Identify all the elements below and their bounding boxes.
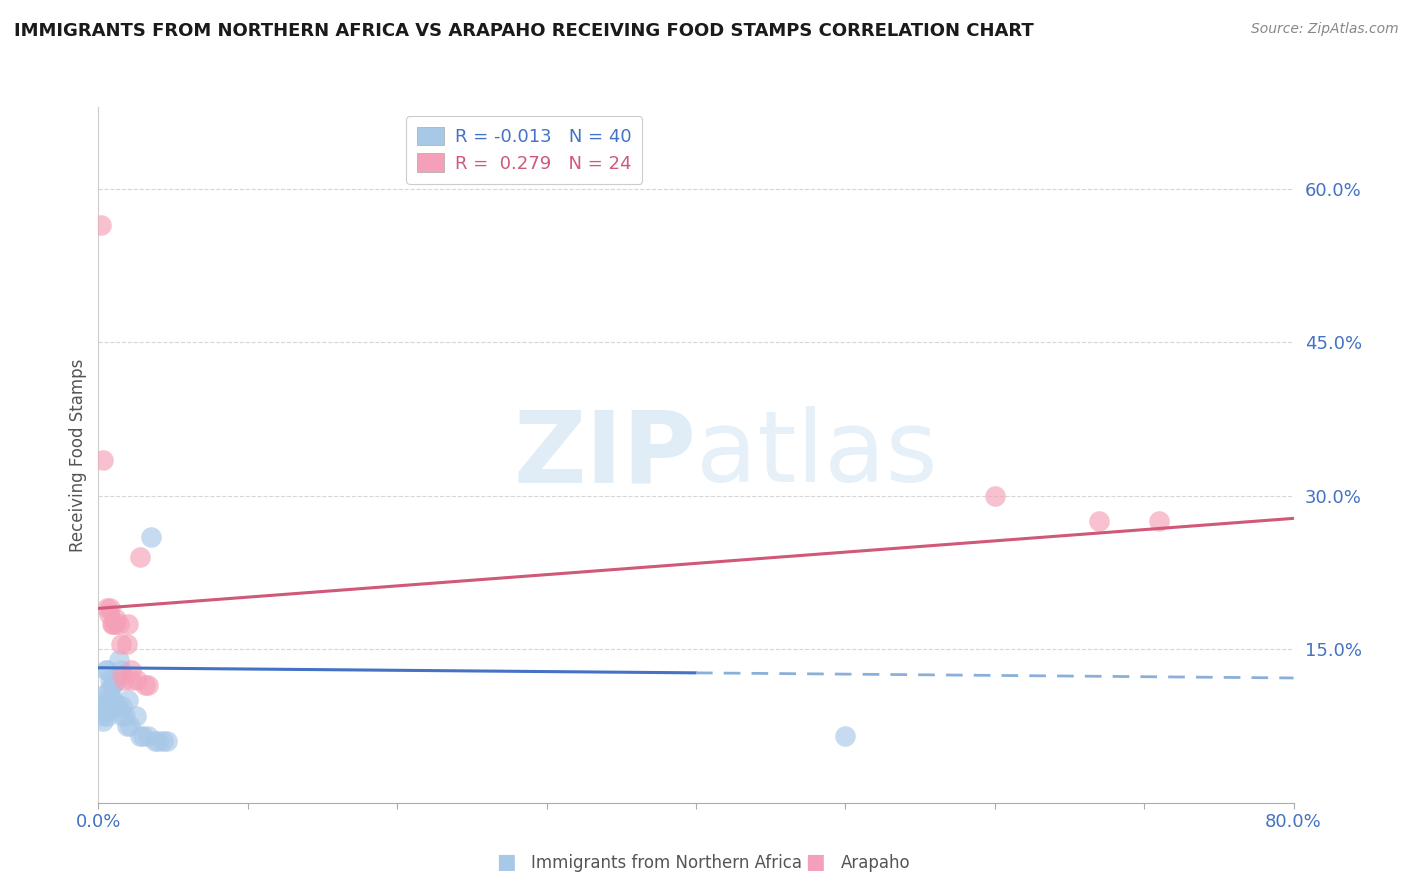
Point — [96, 708, 118, 723]
Y-axis label: Receiving Food Stamps: Receiving Food Stamps — [69, 359, 87, 551]
Point — [93, 698, 115, 713]
Text: ■: ■ — [496, 853, 516, 872]
Point — [91, 714, 114, 728]
Point — [127, 673, 149, 687]
Point — [132, 729, 155, 743]
Point — [134, 678, 156, 692]
Point — [96, 663, 118, 677]
Point — [97, 698, 120, 713]
Point — [94, 704, 117, 718]
Point — [97, 683, 120, 698]
Point — [101, 678, 124, 692]
Point — [118, 719, 141, 733]
Point — [114, 708, 136, 723]
Point — [139, 530, 162, 544]
Point — [129, 729, 152, 743]
Point — [152, 734, 174, 748]
Point — [108, 652, 131, 666]
Point — [103, 678, 125, 692]
Text: ■: ■ — [806, 853, 825, 872]
Point — [105, 698, 128, 713]
Point — [105, 673, 128, 687]
Point — [104, 698, 127, 713]
Point — [105, 612, 128, 626]
Point — [136, 678, 159, 692]
Point — [136, 729, 159, 743]
Point — [96, 601, 118, 615]
Point — [97, 607, 120, 621]
Point — [90, 698, 112, 713]
Point — [984, 489, 1007, 503]
Point — [108, 616, 131, 631]
Point — [111, 698, 134, 713]
Point — [93, 689, 115, 703]
Point — [101, 616, 124, 631]
Point — [104, 616, 127, 631]
Text: Arapaho: Arapaho — [841, 855, 911, 872]
Point — [110, 663, 132, 677]
Point — [90, 218, 112, 232]
Point — [834, 729, 856, 743]
Point — [91, 453, 114, 467]
Point — [111, 708, 134, 723]
Point — [100, 601, 122, 615]
Point — [110, 637, 132, 651]
Point — [103, 616, 125, 631]
Point — [1088, 515, 1111, 529]
Point — [112, 673, 135, 687]
Point — [111, 668, 134, 682]
Point — [115, 637, 138, 651]
Point — [117, 693, 139, 707]
Point — [107, 698, 129, 713]
Point — [94, 693, 117, 707]
Point — [143, 734, 166, 748]
Point — [120, 663, 142, 677]
Point — [129, 550, 152, 565]
Text: IMMIGRANTS FROM NORTHERN AFRICA VS ARAPAHO RECEIVING FOOD STAMPS CORRELATION CHA: IMMIGRANTS FROM NORTHERN AFRICA VS ARAPA… — [14, 22, 1033, 40]
Point — [148, 734, 170, 748]
Point — [100, 673, 122, 687]
Text: ZIP: ZIP — [513, 407, 696, 503]
Text: Source: ZipAtlas.com: Source: ZipAtlas.com — [1251, 22, 1399, 37]
Point — [101, 693, 124, 707]
Point — [156, 734, 179, 748]
Point — [115, 719, 138, 733]
Point — [120, 673, 142, 687]
Point — [1147, 515, 1170, 529]
Point — [91, 708, 114, 723]
Text: Immigrants from Northern Africa: Immigrants from Northern Africa — [531, 855, 803, 872]
Text: atlas: atlas — [696, 407, 938, 503]
Point — [125, 708, 148, 723]
Point — [100, 698, 122, 713]
Point — [117, 616, 139, 631]
Point — [103, 693, 125, 707]
Point — [94, 663, 117, 677]
Legend: R = -0.013   N = 40, R =  0.279   N = 24: R = -0.013 N = 40, R = 0.279 N = 24 — [406, 116, 643, 184]
